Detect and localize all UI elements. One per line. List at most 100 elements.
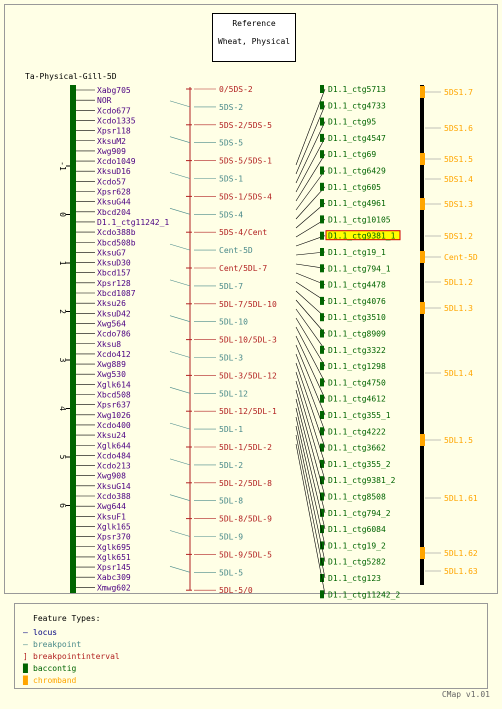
locus-label[interactable]: Xbcd508b (97, 238, 136, 247)
locus-label[interactable]: Xwg1026 (97, 411, 131, 420)
contig-label[interactable]: D1.1_ctg69 (328, 150, 376, 159)
locus-label[interactable]: XksuD42 (97, 309, 131, 318)
locus-label[interactable]: Xksu24 (97, 431, 126, 440)
locus-label[interactable]: Xpsr145 (97, 563, 131, 572)
locus-label[interactable]: Xglk165 (97, 522, 131, 531)
breakpoint-label[interactable]: 5DL-2/5DL-8 (219, 479, 272, 488)
locus-label[interactable]: Xpsr628 (97, 188, 131, 197)
breakpoint-label[interactable]: 5DL-2 (219, 461, 243, 470)
locus-label[interactable]: XksuM2 (97, 137, 126, 146)
chromband-label[interactable]: 5DL1.3 (444, 304, 473, 313)
locus-label[interactable]: Xcdo677 (97, 106, 131, 115)
locus-label[interactable]: Xwg889 (97, 360, 126, 369)
contig-label[interactable]: D1.1_ctg4478 (328, 281, 386, 290)
locus-label[interactable]: Xabg705 (97, 86, 131, 95)
contig-label[interactable]: D1.1_ctg8909 (328, 330, 386, 339)
locus-label[interactable]: Xksu8 (97, 340, 121, 349)
chromband-label[interactable]: 5DL1.4 (444, 369, 473, 378)
breakpoint-label[interactable]: 5DL-3 (219, 354, 243, 363)
breakpoint-label[interactable]: Cent-5D (219, 246, 253, 255)
breakpoint-label[interactable]: 5DL-5 (219, 568, 243, 577)
locus-label[interactable]: Xglk695 (97, 543, 131, 552)
locus-label[interactable]: XksuD16 (97, 167, 131, 176)
locus-label[interactable]: Xwg908 (97, 472, 126, 481)
locus-label[interactable]: Xpsr128 (97, 279, 131, 288)
locus-label[interactable]: Xbcd1087 (97, 289, 136, 298)
breakpoint-label[interactable]: 5DS-4/Cent (219, 228, 267, 237)
locus-label[interactable]: XksuG44 (97, 198, 131, 207)
contig-label[interactable]: D1.1_ctg5713 (328, 85, 386, 94)
breakpoint-label[interactable]: 5DS-5 (219, 139, 243, 148)
contig-label[interactable]: D1.1_ctg4076 (328, 297, 386, 306)
breakpoint-label[interactable]: 5DL-10/5DL-3 (219, 336, 277, 345)
contig-label[interactable]: D1.1_ctg605 (328, 183, 381, 192)
breakpoint-label[interactable]: 5DS-2 (219, 103, 243, 112)
breakpoint-label[interactable]: 5DL-12 (219, 389, 248, 398)
locus-label[interactable]: XksuD30 (97, 259, 131, 268)
chromband-label[interactable]: 5DS1.3 (444, 200, 473, 209)
contig-label[interactable]: D1.1_ctg123 (328, 574, 381, 583)
breakpoint-label[interactable]: 5DL-9/5DL-5 (219, 550, 272, 559)
locus-label[interactable]: Xcdo786 (97, 330, 131, 339)
breakpoint-label[interactable]: 5DS-2/5DS-5 (219, 121, 272, 130)
locus-label[interactable]: Xmwg602 (97, 583, 131, 592)
locus-label[interactable]: Xcdo213 (97, 462, 131, 471)
locus-label[interactable]: Xcdo400 (97, 421, 131, 430)
contig-label[interactable]: D1.1_ctg355_2 (328, 460, 391, 469)
chromband-label[interactable]: 5DL1.5 (444, 436, 473, 445)
locus-label[interactable]: Xcdo412 (97, 350, 131, 359)
breakpoint-label[interactable]: 5DL-7/5DL-10 (219, 300, 277, 309)
breakpoint-label[interactable]: 5DL-7 (219, 282, 243, 291)
contig-label[interactable]: D1.1_ctg4961 (328, 199, 386, 208)
breakpoint-label[interactable]: 5DL-9 (219, 533, 243, 542)
contig-label[interactable]: D1.1_ctg4612 (328, 395, 386, 404)
locus-label[interactable]: Xwg644 (97, 502, 126, 511)
locus-label[interactable]: Xbcd508 (97, 391, 131, 400)
chromband-label[interactable]: Cent-5D (444, 253, 478, 262)
locus-label[interactable]: Xpsr637 (97, 401, 131, 410)
chromband-label[interactable]: 5DS1.7 (444, 88, 473, 97)
contig-label[interactable]: D1.1_ctg794_1 (328, 264, 391, 273)
breakpoint-label[interactable]: 5DS-1 (219, 175, 243, 184)
locus-label[interactable]: XksuG7 (97, 248, 126, 257)
locus-label[interactable]: Xksu26 (97, 299, 126, 308)
contig-label[interactable]: D1.1_ctg3662 (328, 444, 386, 453)
contig-label[interactable]: D1.1_ctg8508 (328, 493, 386, 502)
chromband-label[interactable]: 5DS1.6 (444, 124, 473, 133)
chromband-label[interactable]: 5DL1.62 (444, 549, 478, 558)
breakpoint-label[interactable]: 0/5DS-2 (219, 85, 253, 94)
locus-label[interactable]: Xbcd204 (97, 208, 131, 217)
contig-label[interactable]: D1.1_ctg4733 (328, 101, 386, 110)
contig-label[interactable]: D1.1_ctg9381_1 (328, 232, 396, 241)
chromband-label[interactable]: 5DL1.63 (444, 567, 478, 576)
locus-label[interactable]: Xbcd157 (97, 269, 131, 278)
contig-label[interactable]: D1.1_ctg19_1 (328, 248, 386, 257)
breakpoint-label[interactable]: 5DS-4 (219, 210, 243, 219)
locus-label[interactable]: Xglk614 (97, 380, 131, 389)
locus-label[interactable]: Xwg909 (97, 147, 126, 156)
breakpoint-label[interactable]: Cent/5DL-7 (219, 264, 267, 273)
locus-label[interactable]: Xcdo388b (97, 228, 136, 237)
chromband-label[interactable]: 5DS1.2 (444, 232, 473, 241)
contig-label[interactable]: D1.1_ctg9381_2 (328, 476, 396, 485)
contig-label[interactable]: D1.1_ctg6429 (328, 167, 386, 176)
map-title[interactable]: Ta-Physical-Gill-5D (25, 72, 117, 81)
chromband-label[interactable]: 5DL1.2 (444, 278, 473, 287)
chromband-label[interactable]: 5DL1.61 (444, 494, 478, 503)
contig-label[interactable]: D1.1_ctg10105 (328, 215, 391, 224)
breakpoint-label[interactable]: 5DL-3/5DL-12 (219, 371, 277, 380)
breakpoint-label[interactable]: 5DL-8/5DL-9 (219, 515, 272, 524)
locus-label[interactable]: Xcdo1049 (97, 157, 136, 166)
contig-label[interactable]: D1.1_ctg4222 (328, 427, 386, 436)
locus-label[interactable]: Xcdo1335 (97, 116, 136, 125)
contig-label[interactable]: D1.1_ctg11242_2 (328, 590, 400, 599)
breakpoint-label[interactable]: 5DL-5/0 (219, 586, 253, 595)
locus-label[interactable]: XksuG14 (97, 482, 131, 491)
locus-label[interactable]: Xwg530 (97, 370, 126, 379)
locus-label[interactable]: NOR (97, 96, 112, 105)
breakpoint-label[interactable]: 5DL-1/5DL-2 (219, 443, 272, 452)
contig-label[interactable]: D1.1_ctg95 (328, 118, 376, 127)
contig-label[interactable]: D1.1_ctg6084 (328, 525, 386, 534)
contig-label[interactable]: D1.1_ctg19_2 (328, 541, 386, 550)
locus-label[interactable]: Xcdo484 (97, 451, 131, 460)
